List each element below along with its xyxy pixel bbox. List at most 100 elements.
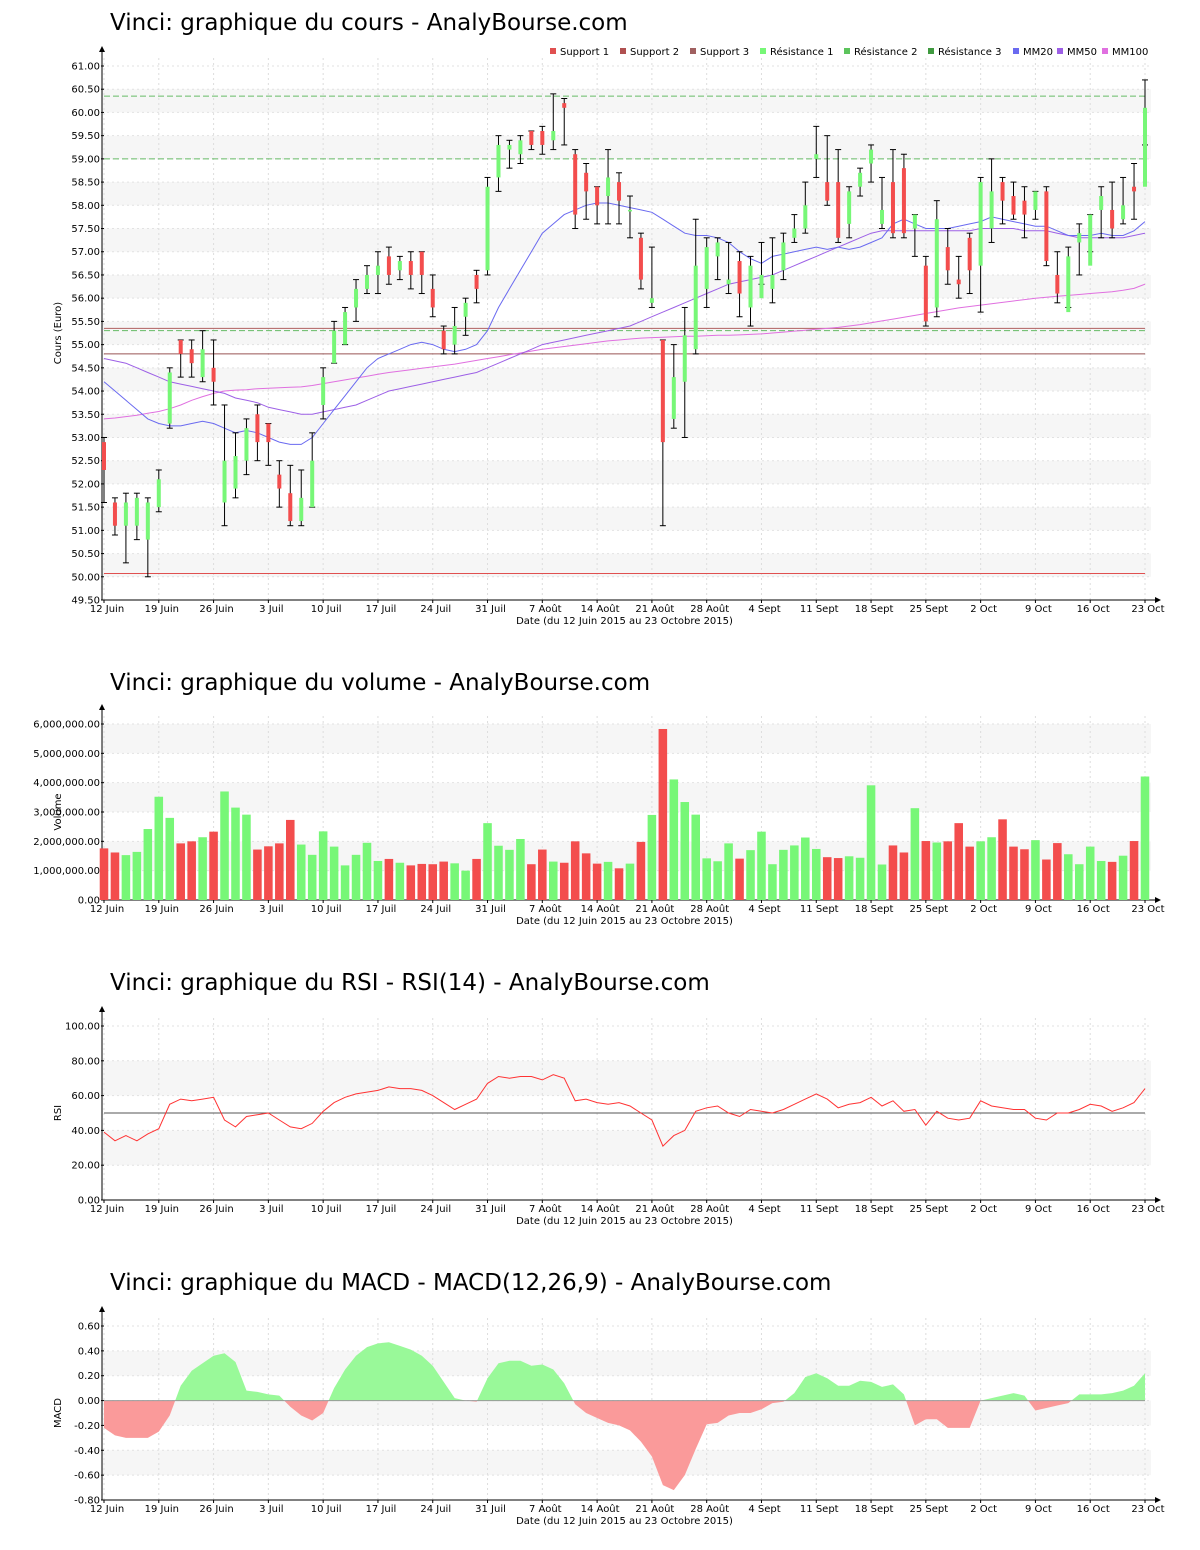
candle-body	[1000, 182, 1005, 201]
candle-body	[386, 256, 391, 275]
volume-x-tick-label: 18 Sept	[855, 904, 894, 915]
candle-body	[397, 261, 402, 271]
volume-bar	[669, 779, 679, 900]
macd-negative-area	[906, 1400, 981, 1428]
volume-bar	[1009, 846, 1018, 900]
rsi-y-tick-label: 80.00	[71, 1056, 100, 1067]
candle-body	[299, 497, 304, 522]
rsi-x-tick-label: 4 Sept	[748, 1204, 780, 1215]
legend-label: MM20	[1023, 47, 1053, 58]
legend-swatch	[620, 48, 626, 54]
candle-body	[584, 172, 589, 192]
candle-body	[233, 456, 238, 489]
macd-x-tick-label: 26 Juin	[199, 1504, 233, 1515]
macd-grid-band	[102, 1350, 1151, 1376]
volume-bar	[910, 808, 920, 900]
volume-y-tick-label: 4,000,000.00	[33, 778, 100, 789]
volume-bar	[581, 853, 591, 900]
macd-x-tick-label: 18 Sept	[855, 1504, 894, 1515]
price-grid-band	[102, 228, 1151, 252]
candle-body	[463, 302, 468, 317]
price-x-tick-label: 10 Juil	[311, 604, 342, 615]
price-grid-band	[102, 274, 1151, 299]
volume-x-tick-label: 31 Juil	[475, 904, 506, 915]
volume-bar	[275, 843, 284, 900]
price-x-tick-label: 28 Août	[690, 603, 729, 615]
candle-body	[1022, 200, 1027, 215]
candle-body	[474, 274, 479, 289]
volume-bar	[154, 796, 164, 900]
volume-bar	[976, 841, 985, 900]
candle-body	[408, 261, 413, 275]
price-y-tick-label: 54.50	[71, 363, 100, 374]
rsi-grid-band	[102, 1060, 1151, 1096]
price-x-tick-label: 14 Août	[581, 603, 620, 615]
candle-body	[430, 288, 435, 308]
candle-body	[485, 186, 490, 271]
price-x-tick-label: 21 Août	[635, 603, 674, 615]
volume-x-tick-label: 28 Août	[690, 903, 729, 915]
price-grid-band	[102, 367, 1151, 392]
volume-bar	[1140, 776, 1150, 900]
legend-swatch	[550, 48, 556, 54]
price-grid-band	[102, 507, 1151, 531]
candle-body	[715, 242, 720, 257]
volume-bar	[790, 845, 799, 900]
candle-body	[803, 205, 808, 229]
volume-bar	[494, 845, 503, 900]
volume-bar	[318, 831, 328, 900]
candle-body	[1099, 196, 1104, 210]
candle-body	[617, 182, 622, 201]
volume-bar	[998, 819, 1007, 900]
price-x-tick-label: 18 Sept	[855, 604, 894, 615]
price-y-tick-label: 57.00	[71, 247, 100, 258]
macd-y-tick-label: 0.00	[78, 1396, 100, 1407]
candle-body	[912, 214, 917, 229]
rsi-x-tick-label: 3 Juil	[259, 1204, 283, 1215]
candle-body	[1033, 191, 1038, 210]
candle-body	[112, 502, 117, 526]
candle-body	[343, 312, 348, 345]
rsi-x-tick-label: 11 Sept	[800, 1204, 839, 1215]
macd-x-tick-label: 23 Oct	[1131, 1504, 1164, 1515]
volume-bar	[450, 863, 459, 900]
price-y-tick-label: 51.00	[71, 526, 100, 537]
volume-bar	[220, 791, 229, 900]
volume-bar	[472, 858, 481, 900]
macd-x-tick-label: 14 Août	[581, 1503, 620, 1515]
macd-y-tick-label: -0.80	[74, 1496, 100, 1507]
rsi-y-tick-label: 100.00	[65, 1022, 100, 1033]
macd-y-tick-label: -0.20	[74, 1421, 100, 1432]
volume-bar	[1031, 840, 1040, 900]
price-grid-band	[102, 460, 1151, 484]
candle-body	[978, 182, 983, 266]
price-x-tick-label: 26 Juin	[199, 604, 233, 615]
macd-x-tick-label: 17 Juil	[366, 1504, 397, 1515]
volume-bar	[592, 863, 602, 900]
volume-x-tick-label: 19 Juin	[145, 904, 179, 915]
price-x-tick-label: 3 Juil	[259, 604, 283, 615]
macd-x-tick-label: 25 Sept	[910, 1504, 949, 1515]
candle-body	[1110, 209, 1115, 229]
candle-body	[145, 502, 150, 540]
volume-bar	[505, 849, 514, 900]
price-grid-band	[102, 135, 1151, 159]
volume-bar	[351, 854, 361, 900]
volume-bar	[1085, 846, 1095, 900]
volume-bar	[417, 863, 427, 900]
volume-x-tick-label: 11 Sept	[800, 904, 839, 915]
volume-bar	[647, 814, 657, 900]
candle-body	[562, 103, 567, 108]
volume-x-tick-label: 25 Sept	[910, 904, 949, 915]
candle-body	[1132, 186, 1137, 192]
candle-body	[573, 154, 578, 215]
candle-body	[901, 168, 906, 234]
macd-positive-area	[785, 1373, 907, 1401]
macd-x-tick-label: 3 Juil	[259, 1504, 283, 1515]
candle-body	[211, 367, 216, 382]
volume-y-tick-label: 1,000,000.00	[33, 866, 100, 877]
volume-bar	[1020, 849, 1029, 900]
rsi-x-tick-label: 21 Août	[635, 1203, 674, 1215]
volume-bar	[538, 849, 547, 900]
macd-x-tick-label: 31 Juil	[475, 1504, 506, 1515]
